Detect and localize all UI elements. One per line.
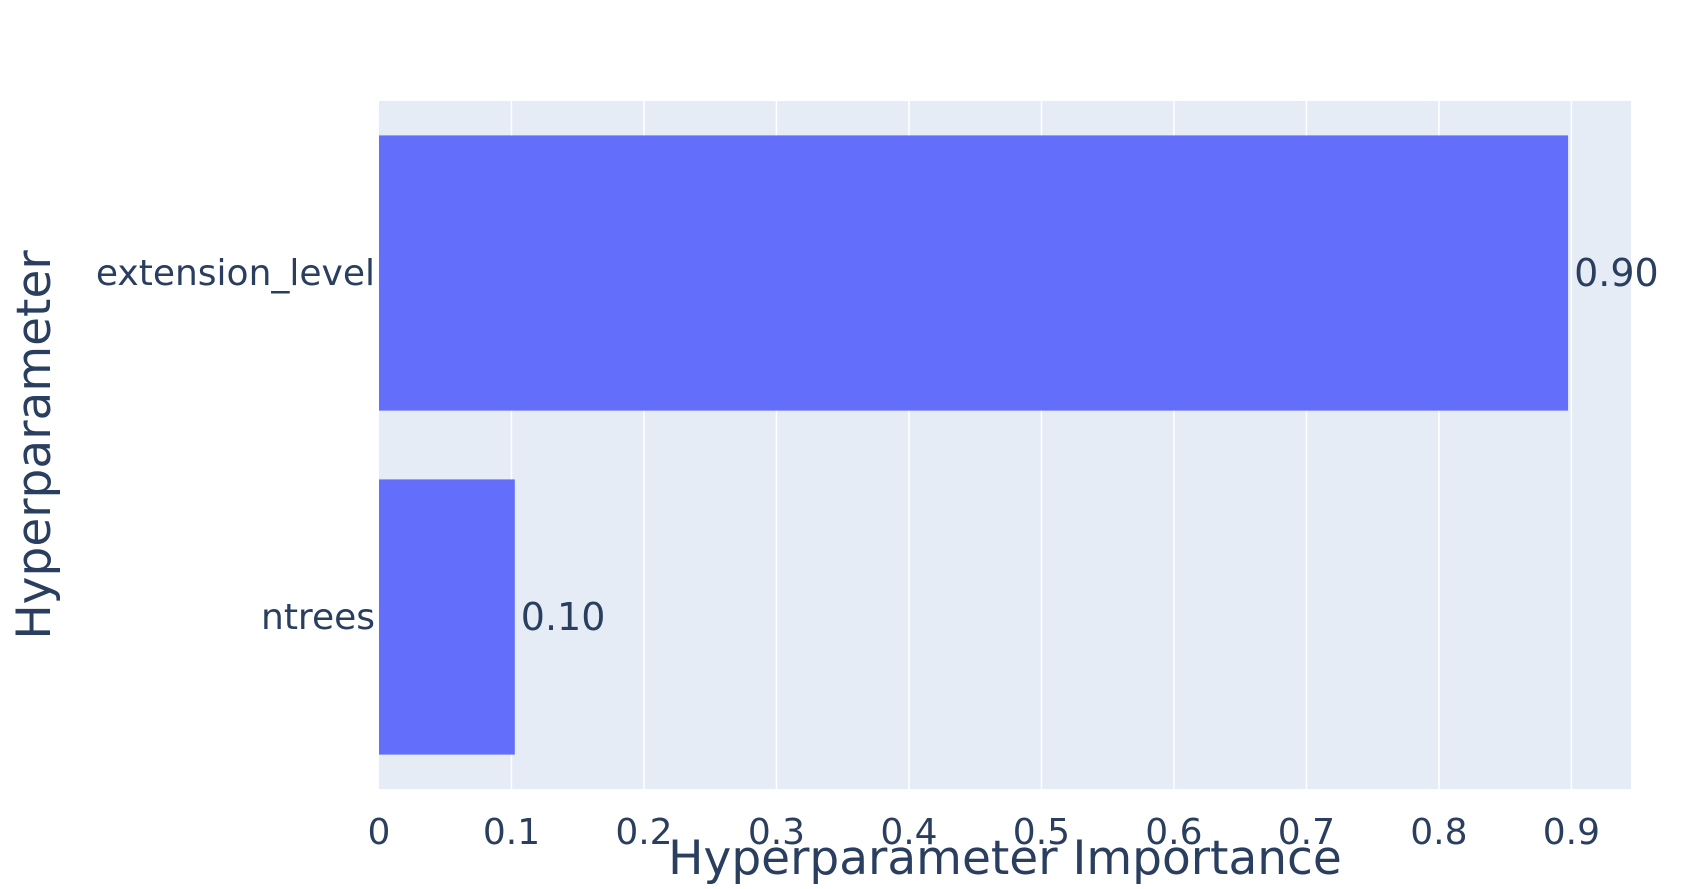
x-tick-label: 0	[368, 812, 391, 853]
x-tick-label: 0.1	[483, 812, 540, 853]
bar-labels: 0.90 0.10	[521, 251, 1659, 639]
bar-value-label: 0.90	[1574, 251, 1659, 295]
y-axis-title: Hyperparameter	[7, 250, 62, 640]
x-tick-labels: 0 0.1 0.2 0.3 0.4 0.5 0.6 0.7 0.8 0.9	[368, 812, 1600, 853]
x-tick-label: 0.5	[1013, 812, 1070, 853]
x-tick-label: 0.3	[748, 812, 805, 853]
bars	[379, 135, 1569, 755]
bar	[379, 479, 515, 755]
x-tick-label: 0.4	[880, 812, 937, 853]
bar	[379, 135, 1569, 411]
x-tick-label: 0.8	[1410, 812, 1467, 853]
x-tick-label: 0.7	[1278, 812, 1335, 853]
bar-value-label: 0.10	[521, 595, 606, 639]
x-tick-label: 0.9	[1543, 812, 1600, 853]
x-axis-title: Hyperparameter Importance	[668, 831, 1342, 886]
x-tick-label: 0.2	[615, 812, 672, 853]
y-tick-label: ntrees	[261, 597, 375, 638]
y-tick-label: extension_level	[96, 253, 375, 294]
x-tick-label: 0.6	[1145, 812, 1202, 853]
